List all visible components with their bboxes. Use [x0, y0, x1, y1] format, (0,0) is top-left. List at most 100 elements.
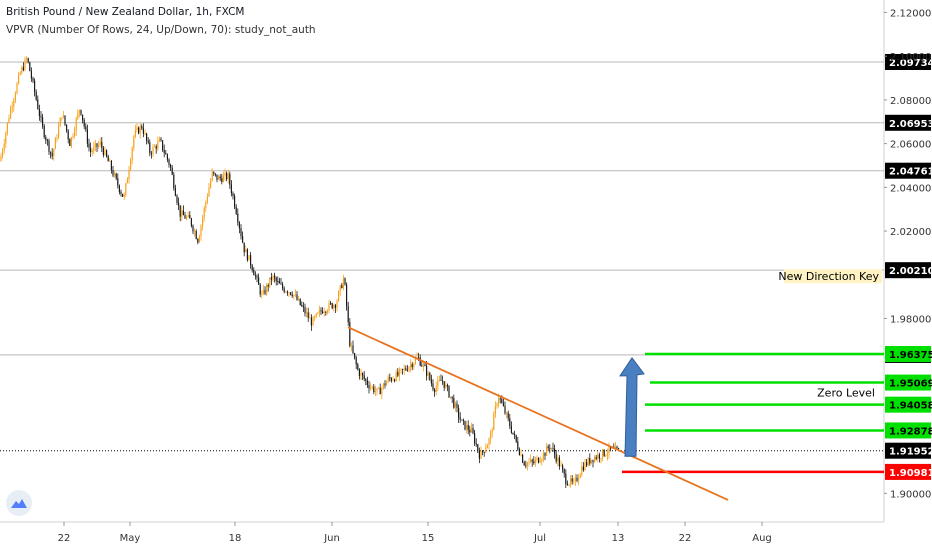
candle-body: [147, 140, 149, 143]
candle-body: [349, 322, 351, 346]
candle-body: [331, 303, 333, 309]
candle-body: [334, 305, 336, 308]
candle-body: [485, 448, 487, 453]
candle-body: [238, 222, 240, 229]
candle-body: [325, 311, 327, 313]
candle-body: [406, 369, 408, 371]
candle-body: [499, 398, 501, 400]
candle-body: [550, 448, 552, 449]
candle-body: [67, 130, 69, 140]
y-tick-label: 2.04000: [890, 183, 931, 194]
candle-body: [419, 357, 421, 366]
candle-body: [490, 432, 492, 439]
candle-body: [424, 364, 426, 367]
candle-body: [218, 176, 220, 180]
candle-body: [26, 58, 28, 60]
candle-body: [341, 285, 343, 288]
candle-body: [78, 109, 80, 113]
candle-body: [374, 390, 376, 393]
level-label-bg-2.09734: [885, 53, 931, 70]
candle-body: [230, 184, 232, 194]
candle-body: [88, 143, 90, 148]
candle-body: [221, 178, 223, 182]
candle-body: [563, 469, 565, 474]
candle-body: [381, 388, 383, 395]
candle-body: [264, 289, 266, 294]
candle-body: [18, 74, 20, 84]
candle-body: [123, 194, 125, 197]
candle-body: [494, 406, 496, 414]
candle-body: [386, 381, 388, 386]
candle-body: [8, 118, 10, 123]
candle-body: [315, 313, 317, 317]
candle-body: [254, 275, 256, 276]
study-legend[interactable]: VPVR (Number Of Rows, 24, Up/Down, 70): …: [6, 24, 316, 36]
candle-body: [131, 147, 133, 161]
candle-body: [318, 310, 320, 313]
candle-body: [475, 443, 477, 445]
candle-body: [48, 140, 50, 152]
candle-body: [501, 399, 503, 403]
candle-body: [379, 387, 381, 395]
candle-body: [594, 457, 596, 462]
candle-body: [133, 136, 135, 148]
candle-body: [66, 124, 68, 131]
candle-body: [438, 379, 440, 381]
candle-body: [178, 202, 180, 206]
candle-body: [24, 59, 26, 70]
candle-body: [296, 294, 298, 300]
candle-body: [368, 385, 370, 389]
candle-body: [109, 161, 111, 162]
candle-body: [107, 156, 109, 162]
candle-body: [528, 461, 530, 463]
candle-body: [347, 306, 349, 323]
candle-body: [533, 461, 535, 464]
candle-body: [301, 304, 303, 307]
candle-body: [77, 112, 79, 119]
candle-body: [74, 130, 76, 136]
candle-body: [491, 430, 493, 433]
candle-body: [544, 453, 546, 456]
candle-body: [5, 132, 7, 144]
candle-body: [589, 458, 591, 464]
candle-body: [208, 187, 210, 197]
x-tick-label: Jul: [533, 533, 546, 544]
candle-body: [298, 298, 300, 300]
candle-body: [539, 461, 541, 463]
candle-body: [448, 386, 450, 398]
candle-body: [70, 137, 72, 147]
candle-body: [134, 129, 136, 137]
candle-body: [312, 317, 314, 326]
candle-body: [192, 225, 194, 232]
candle-body: [43, 125, 45, 138]
candle-body: [72, 135, 74, 138]
level-label-1.94058: 1.94058: [889, 401, 932, 412]
candle-body: [291, 294, 293, 297]
candle-body: [558, 457, 560, 467]
candle-body: [430, 379, 432, 384]
candle-body: [290, 292, 292, 295]
candle-body: [418, 357, 420, 359]
candle-body: [130, 160, 132, 170]
candle-body: [445, 384, 447, 388]
annotation-bg-new-direction-key: [784, 269, 882, 284]
candle-body: [280, 283, 282, 285]
candle-body: [526, 462, 528, 466]
candle-body: [429, 372, 431, 380]
tradingview-logo-icon[interactable]: [6, 490, 32, 516]
candle-body: [226, 172, 228, 180]
candle-body: [10, 108, 12, 119]
candle-body: [426, 366, 428, 376]
candle-body: [278, 281, 280, 284]
candle-body: [470, 427, 472, 433]
candle-body: [189, 215, 191, 219]
level-label-bg-2.06953: [885, 114, 931, 131]
candle-body: [307, 312, 309, 318]
candle-body: [34, 80, 36, 92]
candle-body: [446, 384, 448, 387]
candle-body: [51, 152, 53, 157]
candle-body: [451, 396, 453, 399]
candle-body: [314, 316, 316, 318]
